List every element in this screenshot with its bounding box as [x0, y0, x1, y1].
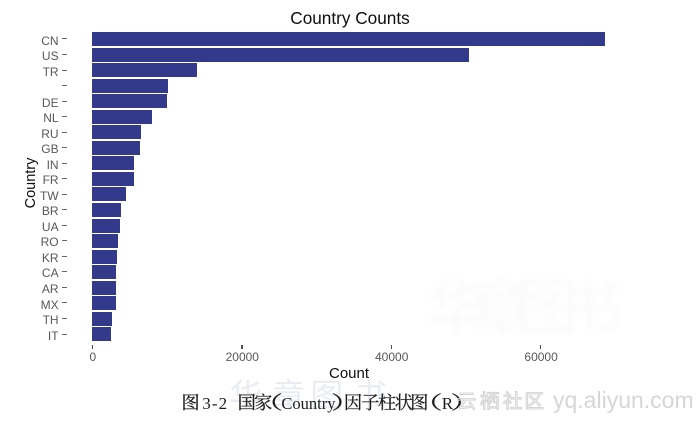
- svg-text:yq.aliyun.com: yq.aliyun.com: [553, 387, 694, 413]
- svg-text:3-2: 3-2: [202, 394, 228, 413]
- svg-text:Country: Country: [281, 394, 336, 413]
- svg-text:R: R: [442, 394, 454, 413]
